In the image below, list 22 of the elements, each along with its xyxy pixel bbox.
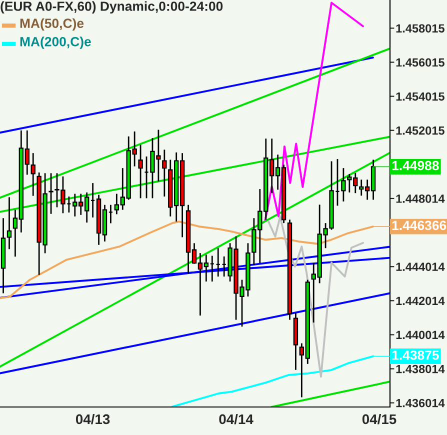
y-tick-label: 1.452015 [396,126,444,135]
x-tick-label: 04/13 [76,414,110,424]
data-label: 1.446366 [392,220,446,230]
legend-label: MA(200,C)e [20,36,91,49]
y-tick-label: 1.442014 [396,296,445,306]
y-tick-label: 1.440014 [396,330,445,340]
x-tick-label: 04/15 [362,414,396,424]
y-tick-label: 1.438014 [396,364,445,374]
data-label: 1.43875 [392,350,439,360]
candlestick [162,148,167,198]
y-tick-label: 1.456015 [396,58,444,67]
y-tick-label: 1.458015 [396,24,444,33]
annotation: 1.44988 [392,160,439,170]
candlestick [30,152,36,197]
y-tick-label: 1.454015 [396,92,444,101]
candlestick [138,144,143,199]
legend-label: MA(50,C)e [20,18,84,31]
y-tick-label: 1.448014 [396,194,445,203]
y-tick-label: 1.436014 [396,398,445,408]
y-tick-label: 1.444014 [396,262,445,272]
chart-title: (EUR A0-FX,60) Dynamic,0:00-24:00 [0,1,223,14]
x-tick-label: 04/14 [219,414,254,424]
